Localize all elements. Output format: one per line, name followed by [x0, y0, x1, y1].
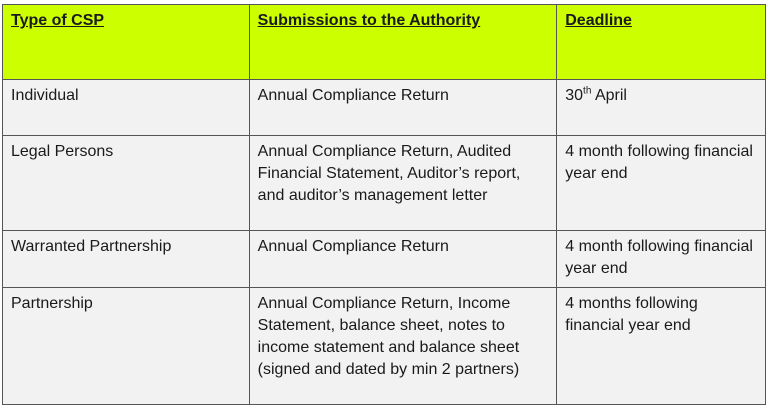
cell-submissions: Annual Compliance Return: [248, 79, 558, 136]
cell-type: Legal Persons: [2, 135, 250, 231]
cell-deadline: 4 month following financial year end: [556, 135, 766, 231]
table-row: Individual Annual Compliance Return 30th…: [2, 79, 766, 136]
cell-submissions: Annual Compliance Return, Audited Financ…: [248, 135, 558, 231]
cell-deadline: 30th April: [556, 79, 766, 136]
cell-submissions: Annual Compliance Return: [248, 230, 558, 288]
table-row: Warranted Partnership Annual Compliance …: [2, 230, 766, 288]
deadline-day: 30: [565, 87, 584, 104]
table-row: Legal Persons Annual Compliance Return, …: [2, 135, 766, 231]
table-row: Partnership Annual Compliance Return, In…: [2, 287, 766, 405]
cell-type: Individual: [2, 79, 250, 136]
header-type: Type of CSP: [2, 4, 250, 80]
deadline-ordinal: th: [583, 85, 592, 97]
header-submissions: Submissions to the Authority: [248, 4, 558, 80]
cell-type: Partnership: [2, 287, 250, 405]
header-deadline: Deadline: [556, 4, 766, 80]
cell-deadline: 4 months following financial year end: [556, 287, 766, 405]
cell-deadline: 4 month following financial year end: [556, 230, 766, 288]
csp-submissions-table: Type of CSP Submissions to the Authority…: [2, 4, 766, 405]
cell-submissions: Annual Compliance Return, Income Stateme…: [248, 287, 558, 405]
deadline-month: April: [591, 87, 627, 104]
cell-type: Warranted Partnership: [2, 230, 250, 288]
header-row: Type of CSP Submissions to the Authority…: [2, 4, 766, 80]
